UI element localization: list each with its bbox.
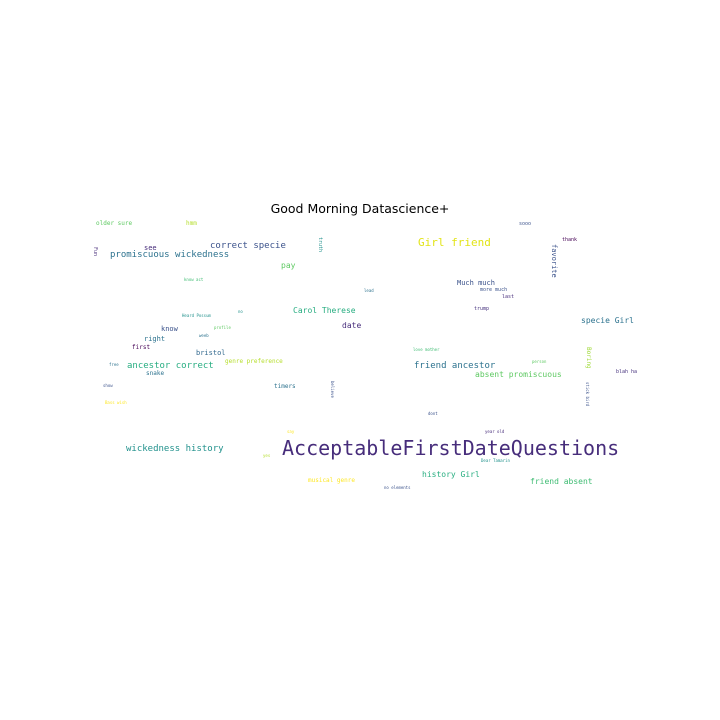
word: person [532, 359, 547, 364]
word: last [502, 294, 515, 300]
word: blah ha [616, 369, 638, 375]
word: know act [184, 277, 204, 282]
word: dont [428, 411, 438, 416]
word: free [109, 362, 119, 367]
word: sooo [519, 221, 532, 227]
word: AcceptableFirstDateQuestions [282, 436, 620, 460]
word: weeb [199, 333, 209, 338]
word: friend absent [530, 477, 593, 486]
word: show [103, 383, 113, 388]
word: date [342, 321, 362, 330]
word: no [238, 309, 243, 314]
word: believe [330, 381, 335, 398]
word: promiscuous wickedness [110, 250, 230, 260]
word: pay [281, 261, 296, 270]
word: Carol Therese [293, 306, 356, 315]
word: Dear Tamarin [481, 458, 510, 463]
word: see [144, 244, 157, 252]
word: timers [274, 383, 296, 390]
word: Fun [92, 247, 98, 257]
word: stick bird [585, 382, 590, 407]
word: Heard Possum [182, 313, 211, 318]
word: Boring [585, 347, 592, 369]
word: specie Girl [581, 316, 634, 325]
word: ancestor correct [127, 361, 214, 371]
word: correct specie [210, 241, 286, 251]
word: truth [317, 237, 323, 253]
word: bristol [196, 349, 226, 357]
word: trump [474, 306, 490, 312]
word: wickedness history [126, 444, 224, 454]
word: lead [364, 288, 374, 293]
word: Much much [457, 279, 495, 287]
word: say [287, 429, 295, 434]
word: absent promiscuous [475, 370, 562, 379]
word: yes [263, 453, 271, 458]
word: year old [485, 429, 505, 434]
word: hmm [186, 220, 197, 227]
word: right [144, 335, 166, 343]
word: more much [480, 287, 508, 293]
word: history Girl [422, 470, 480, 479]
word: profile [214, 325, 231, 330]
word: friend ancestor [414, 361, 496, 371]
word: genre preference [225, 358, 283, 365]
word-cloud: AcceptableFirstDateQuestions Girl friend… [92, 216, 642, 498]
word: older sure [96, 220, 133, 227]
word: know [161, 325, 178, 333]
word: Bass wish [105, 400, 127, 405]
word: love mother [413, 347, 440, 352]
wordcloud-title: Good Morning Datascience+ [270, 201, 450, 216]
word: no elements [384, 485, 411, 490]
word: snake [146, 370, 165, 377]
word: musical genre [308, 477, 355, 484]
word: thank [562, 237, 578, 243]
word: favorite [550, 244, 558, 278]
word: Girl friend [418, 236, 491, 249]
word: first [132, 344, 151, 351]
